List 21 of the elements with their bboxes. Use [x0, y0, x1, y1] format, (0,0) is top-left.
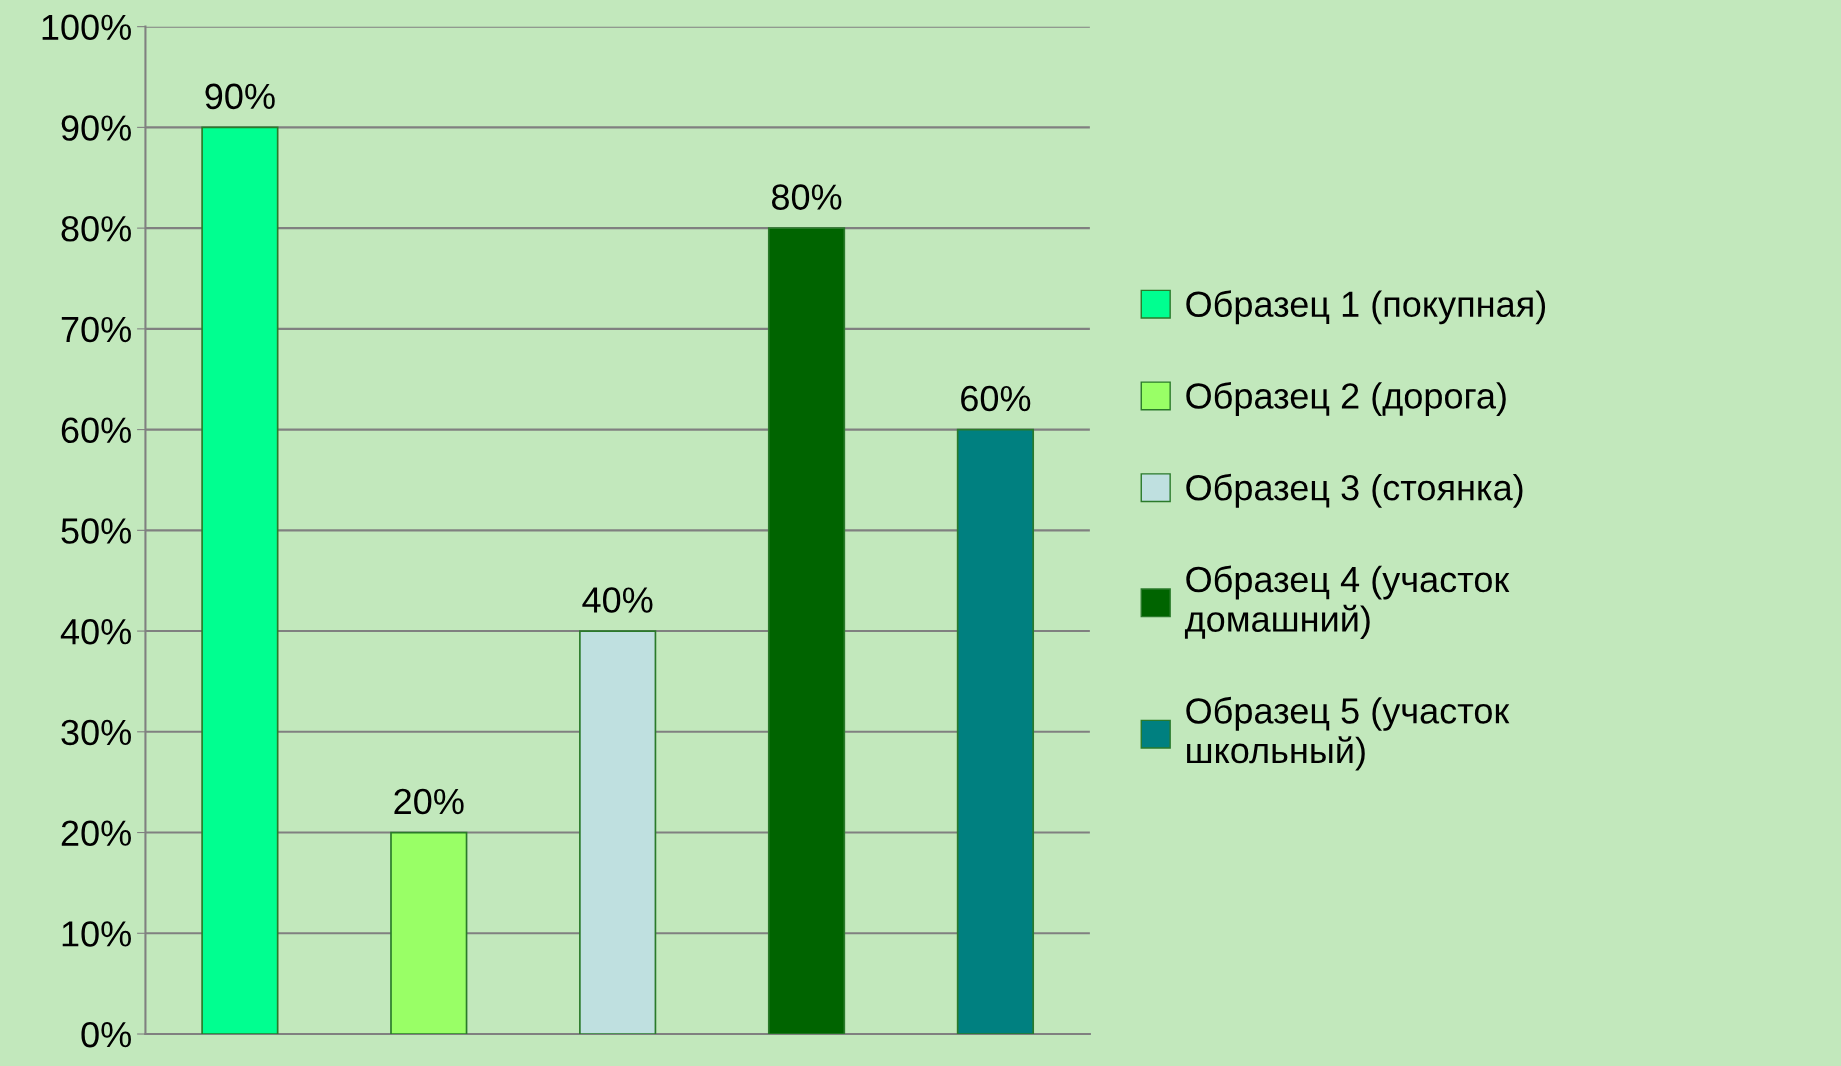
y-tick-label: 0%	[81, 1021, 131, 1048]
y-tick-label: 40%	[60, 618, 131, 645]
y-tick-label: 80%	[61, 215, 131, 242]
y-tick-label: 20%	[61, 820, 131, 846]
legend-label: Образец 5 (участок школьный)	[1186, 696, 1510, 771]
y-tick-label: 100%	[42, 14, 131, 41]
text: 80%	[771, 184, 842, 210]
legend-label: Образец 4 (участок домашний)	[1184, 565, 1510, 640]
y-tick-label: 70%	[61, 316, 131, 343]
text: 40%	[582, 587, 653, 613]
text: 90%	[205, 83, 275, 110]
y-tick-label: 60%	[61, 417, 131, 444]
text: 60%	[961, 385, 1031, 412]
y-tick-label: 50%	[61, 518, 131, 544]
legend-label: Образец 3 (стоянка)	[1186, 473, 1523, 508]
y-tick-label: 90%	[61, 115, 131, 141]
y-tick-label: 10%	[62, 921, 131, 947]
legend-label: Образец 2 (дорога)	[1186, 381, 1506, 416]
text: 20%	[394, 788, 464, 815]
legend-label: Образец 1 (покупная)	[1186, 290, 1546, 325]
y-tick-label: 30%	[61, 719, 131, 746]
